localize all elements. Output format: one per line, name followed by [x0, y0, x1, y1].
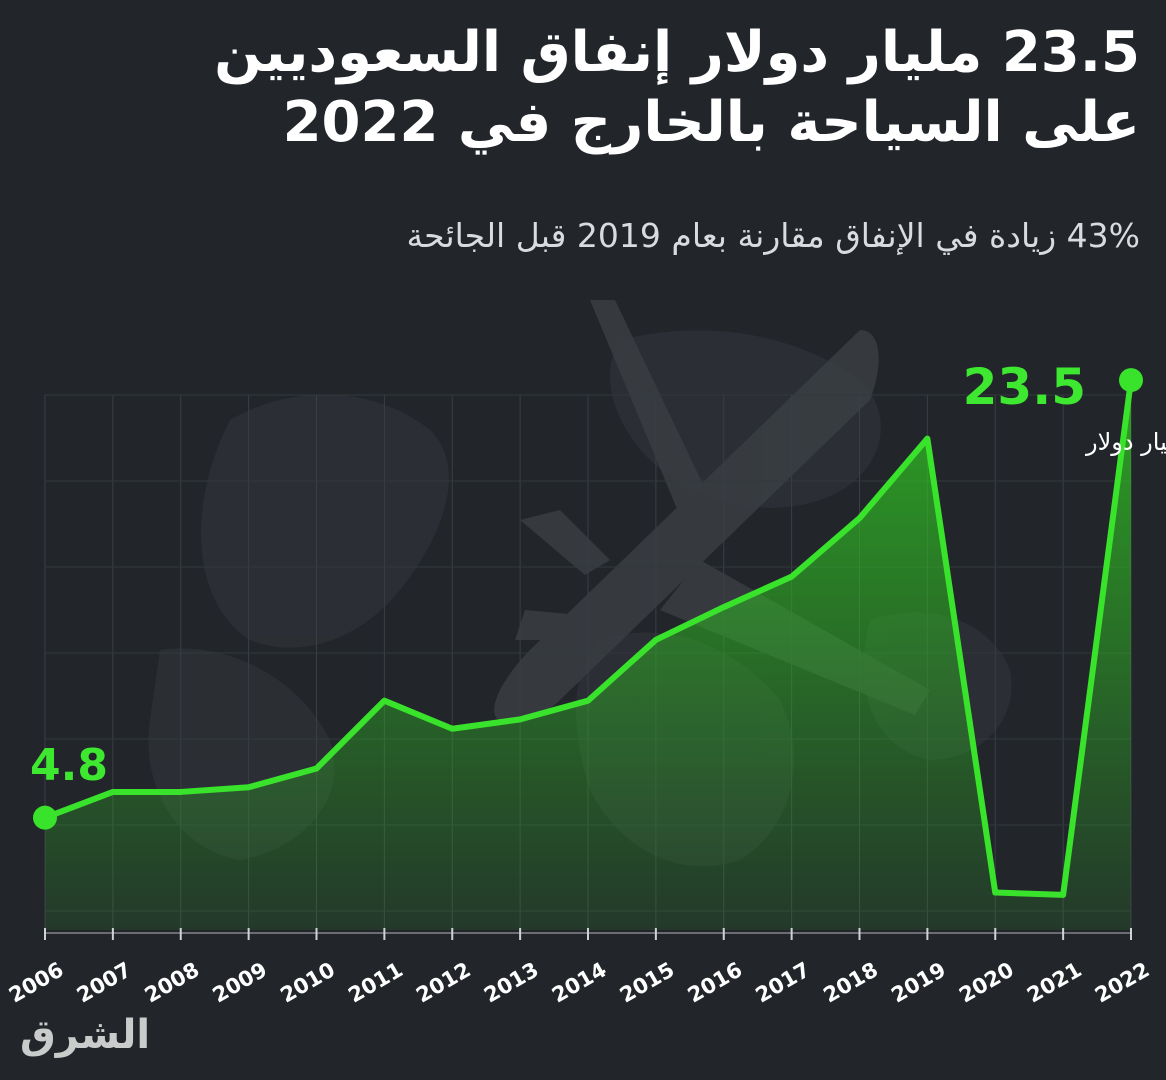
- x-tick-label: 2020: [955, 958, 1018, 1008]
- data-point: [1062, 894, 1064, 896]
- data-point: [859, 517, 860, 519]
- x-tick-label: 2010: [276, 958, 339, 1008]
- page-title: 23.5 مليار دولار إنفاق السعوديين على الس…: [40, 18, 1140, 158]
- data-point: [587, 700, 589, 702]
- data-point: [248, 786, 250, 788]
- x-tick-label: 2017: [752, 958, 815, 1008]
- x-tick-label: 2014: [548, 958, 611, 1008]
- title-line-1: 23.5 مليار دولار إنفاق السعوديين: [214, 20, 1140, 85]
- data-point: [519, 718, 521, 720]
- data-point: [791, 576, 793, 578]
- x-tick-label: 2021: [1023, 958, 1086, 1008]
- area-fill: [45, 380, 1131, 931]
- x-tick-label: 2006: [5, 958, 68, 1008]
- data-point: [655, 639, 657, 641]
- data-point: [926, 438, 928, 440]
- title-line-2: على السياحة بالخارج في 2022: [282, 90, 1140, 155]
- x-tick-label: 2015: [616, 958, 679, 1008]
- data-point: [723, 606, 725, 608]
- data-point: [316, 768, 317, 770]
- x-tick-label: 2022: [1091, 958, 1154, 1008]
- x-tick-label: 2019: [887, 958, 950, 1008]
- x-tick-label: 2007: [73, 958, 136, 1008]
- data-point: [994, 892, 996, 894]
- x-tick-label: 2008: [141, 958, 204, 1008]
- x-tick-label: 2016: [684, 958, 747, 1008]
- continent-shape: [201, 394, 449, 648]
- data-point: [33, 805, 57, 830]
- data-point: [383, 700, 385, 702]
- x-axis: 2006 2007 2008 2009 2010 2011 2012 2013 2014 2015…: [5, 928, 1154, 1008]
- data-point: [112, 791, 114, 793]
- data-point: [1119, 368, 1143, 393]
- x-tick-label: 2011: [344, 958, 407, 1008]
- data-label-start: 4.8: [30, 740, 108, 791]
- x-tick-label: 2012: [412, 958, 475, 1008]
- area-chart: 2006 2007 2008 2009 2010 2011 2012 2013 2014 2015…: [5, 358, 1166, 1008]
- data-label-end: 23.5: [963, 358, 1086, 416]
- data-label-unit: مليار دولار: [1085, 428, 1166, 456]
- subtitle: 43% زيادة في الإنفاق مقارنة بعام 2019 قب…: [406, 216, 1140, 255]
- data-point: [180, 791, 182, 793]
- data-point: [451, 728, 453, 730]
- x-tick-label: 2013: [480, 958, 543, 1008]
- x-tick-label: 2009: [209, 958, 272, 1008]
- x-tick-label: 2018: [819, 958, 882, 1008]
- brand-logo: الشرق: [20, 1012, 151, 1058]
